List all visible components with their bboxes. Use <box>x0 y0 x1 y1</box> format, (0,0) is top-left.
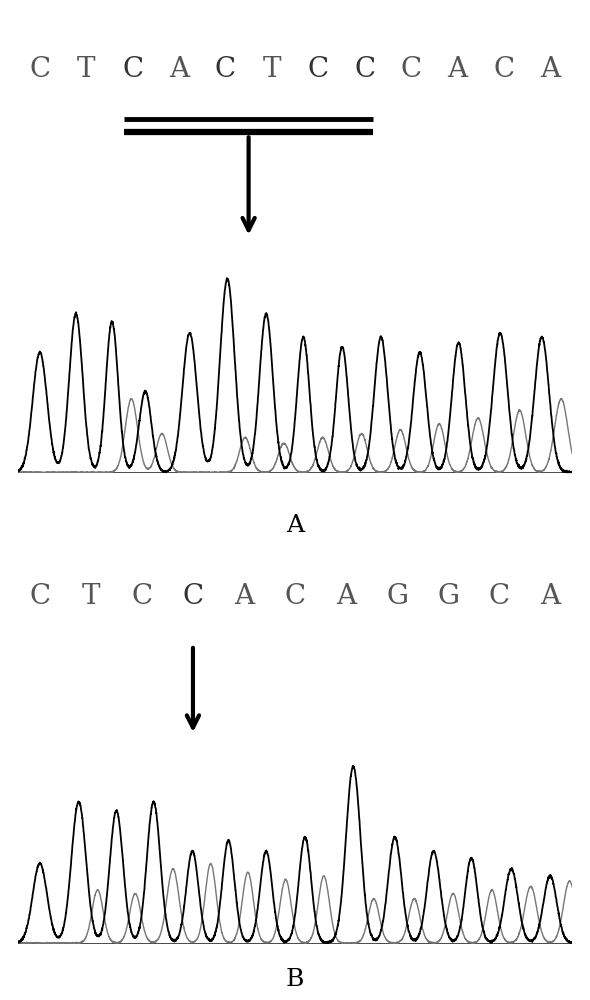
Text: A: A <box>540 56 560 83</box>
Text: C: C <box>132 582 152 610</box>
Text: A: A <box>336 582 356 610</box>
Text: T: T <box>263 56 281 83</box>
Text: A: A <box>234 582 254 610</box>
Text: A: A <box>540 582 560 610</box>
Text: C: C <box>284 582 306 610</box>
Text: A: A <box>447 56 467 83</box>
Text: C: C <box>401 56 421 83</box>
Text: A: A <box>286 514 304 538</box>
Text: T: T <box>77 56 96 83</box>
Text: C: C <box>182 582 204 610</box>
Text: A: A <box>169 56 189 83</box>
Text: B: B <box>286 968 304 992</box>
Text: G: G <box>437 582 459 610</box>
Text: T: T <box>81 582 100 610</box>
Text: C: C <box>354 56 375 83</box>
Text: C: C <box>215 56 236 83</box>
Text: C: C <box>30 582 51 610</box>
Text: C: C <box>307 56 329 83</box>
Text: C: C <box>493 56 514 83</box>
Text: C: C <box>489 582 510 610</box>
Text: C: C <box>122 56 143 83</box>
Text: C: C <box>30 56 51 83</box>
Text: G: G <box>386 582 408 610</box>
